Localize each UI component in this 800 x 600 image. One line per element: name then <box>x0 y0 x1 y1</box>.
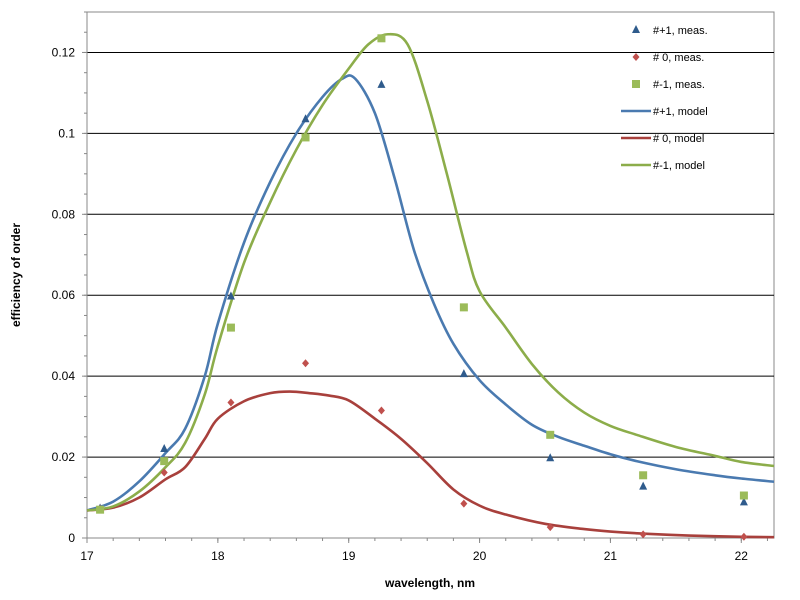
x-tick-label: 19 <box>342 549 356 563</box>
x-tick-label: 20 <box>473 549 487 563</box>
y-tick-label: 0.1 <box>58 126 75 140</box>
y-tick-label: 0.12 <box>52 45 76 59</box>
data-point-1-meas <box>459 369 468 378</box>
data-point-1-meas <box>639 481 648 490</box>
grid-lines <box>87 51 774 458</box>
data-point-1-meas <box>301 133 310 142</box>
series-line-1-model <box>86 74 775 512</box>
y-tick-label: 0.04 <box>52 369 76 383</box>
legend-entry: #+1, model <box>621 106 708 118</box>
legend-entry: #+1, meas. <box>632 25 708 37</box>
data-point-1-meas <box>226 291 235 300</box>
legend-entry: #-1, meas. <box>632 79 705 91</box>
legend-marker-swatch <box>632 53 640 61</box>
data-point-1-meas <box>546 430 555 439</box>
data-point-1-meas <box>546 453 555 462</box>
y-tick-label: 0 <box>68 531 75 545</box>
legend-label: #+1, model <box>653 106 708 118</box>
data-point-1-meas <box>301 114 310 123</box>
legend-label: #-1, model <box>653 160 705 172</box>
data-point-1-meas <box>226 323 235 332</box>
data-point-1-meas <box>459 303 468 312</box>
data-point-1-meas <box>739 491 748 500</box>
data-point-1-meas <box>377 34 386 43</box>
data-point-1-meas <box>160 457 169 466</box>
data-point-0-meas <box>546 523 554 532</box>
legend-label: # 0, model <box>653 133 704 145</box>
y-axis-title: efficiency of order <box>9 223 23 327</box>
series-layer <box>86 32 775 541</box>
y-tick-label: 0.06 <box>52 288 76 302</box>
legend-label: #-1, meas. <box>653 79 705 91</box>
x-tick-label: 21 <box>604 549 618 563</box>
axes: 0 0.02 0.04 0.06 0.08 0.1 0.12 17 18 19 20 21 22 <box>52 11 774 563</box>
x-tick-label: 22 <box>735 549 749 563</box>
legend-label: #+1, meas. <box>653 25 708 37</box>
legend: #+1, meas. # 0, meas. #-1, meas. #+1, model… <box>621 25 708 172</box>
data-point-1-meas <box>96 505 105 514</box>
legend-label: # 0, meas. <box>653 52 704 64</box>
legend-entry: # 0, meas. <box>632 52 704 64</box>
data-point-0-meas <box>160 468 168 477</box>
data-point-1-meas <box>739 497 748 506</box>
legend-marker-swatch <box>632 25 640 33</box>
y-tick-label: 0.02 <box>52 450 76 464</box>
data-point-0-meas <box>377 406 385 415</box>
data-point-0-meas <box>639 530 647 539</box>
y-tick-label: 0.08 <box>52 207 76 221</box>
legend-marker-swatch <box>632 80 640 88</box>
data-point-0-meas <box>460 499 468 508</box>
x-tick-label: 17 <box>80 549 94 563</box>
data-point-1-meas <box>377 79 386 88</box>
plot-area <box>86 11 775 539</box>
x-tick-label: 18 <box>211 549 225 563</box>
data-point-0-meas <box>740 532 748 541</box>
series-line-0-model <box>86 390 775 539</box>
x-axis-title: wavelength, nm <box>384 576 475 590</box>
data-point-1-meas <box>639 471 648 480</box>
series-line-1-model <box>86 32 775 512</box>
data-point-0-meas <box>302 359 310 368</box>
data-point-1-meas <box>160 443 169 452</box>
data-point-0-meas <box>227 398 235 407</box>
legend-entry: #-1, model <box>621 160 705 172</box>
legend-entry: # 0, model <box>621 133 704 145</box>
